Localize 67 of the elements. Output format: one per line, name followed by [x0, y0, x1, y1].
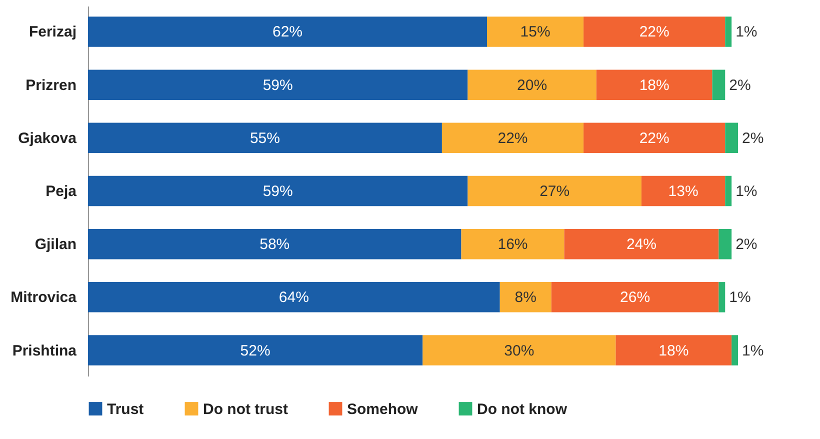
- data-label: 59%: [262, 76, 293, 94]
- data-label: 59%: [262, 183, 293, 200]
- y-tick-label: Gjilan: [34, 236, 76, 254]
- bar: [468, 70, 596, 100]
- bar: [88, 70, 468, 100]
- data-label: 2%: [729, 76, 751, 94]
- bar: [718, 282, 726, 312]
- data-label: 27%: [540, 183, 570, 200]
- data-label: 26%: [620, 289, 650, 306]
- bar: [88, 282, 500, 312]
- y-tick-label: Gjakova: [18, 130, 78, 147]
- data-label: 8%: [514, 289, 536, 306]
- legend-label: Do not trust: [203, 400, 288, 418]
- bar: [422, 335, 616, 366]
- data-label: 52%: [240, 342, 270, 360]
- y-tick-label: Peja: [46, 183, 78, 200]
- y-tick-label: Prishtina: [12, 342, 78, 360]
- data-label: 16%: [498, 236, 528, 254]
- bar: [88, 122, 442, 154]
- bar: [596, 70, 712, 100]
- bar: [88, 176, 468, 206]
- legend-label: Somehow: [347, 400, 418, 418]
- bar: [468, 176, 642, 206]
- legend-label: Do not know: [477, 400, 568, 418]
- bar: [725, 16, 732, 47]
- data-label: 24%: [626, 236, 656, 254]
- bar: [725, 122, 738, 154]
- bar: [442, 122, 584, 154]
- data-label: 1%: [742, 342, 764, 360]
- data-label: 15%: [520, 24, 550, 41]
- bar: [564, 228, 719, 260]
- data-label: 30%: [504, 342, 534, 360]
- data-label: 1%: [736, 183, 758, 200]
- bar: [88, 16, 488, 47]
- bar: [88, 335, 423, 366]
- bar: [88, 228, 462, 260]
- y-tick-label: Prizren: [26, 76, 76, 94]
- data-label: 2%: [736, 236, 758, 254]
- y-tick-label: Mitrovica: [10, 289, 78, 306]
- bar: [732, 335, 738, 366]
- bar: [725, 176, 732, 206]
- bar: [500, 282, 552, 312]
- data-label: 1%: [736, 24, 758, 41]
- data-label: 62%: [272, 24, 303, 41]
- data-label: 1%: [729, 289, 751, 306]
- data-label: 22%: [639, 130, 670, 147]
- data-label: 18%: [658, 342, 689, 360]
- bar: [551, 282, 719, 312]
- data-label: 55%: [250, 130, 280, 147]
- data-label: 64%: [278, 289, 309, 306]
- bar: [641, 176, 726, 206]
- data-label: 13%: [668, 183, 698, 200]
- legend-label: Trust: [107, 400, 144, 418]
- data-label: 2%: [742, 130, 764, 147]
- data-label: 22%: [639, 24, 670, 41]
- data-label: 22%: [498, 130, 528, 147]
- bar: [712, 70, 726, 100]
- y-tick-label: Ferizaj: [28, 24, 76, 41]
- bar: [718, 228, 732, 260]
- bar: [584, 122, 726, 154]
- bar: [616, 335, 732, 366]
- bar: [584, 16, 726, 47]
- bar: [487, 16, 584, 47]
- data-label: 20%: [517, 76, 548, 94]
- bar: [461, 228, 564, 260]
- data-label: 18%: [639, 76, 670, 94]
- data-label: 58%: [260, 236, 290, 254]
